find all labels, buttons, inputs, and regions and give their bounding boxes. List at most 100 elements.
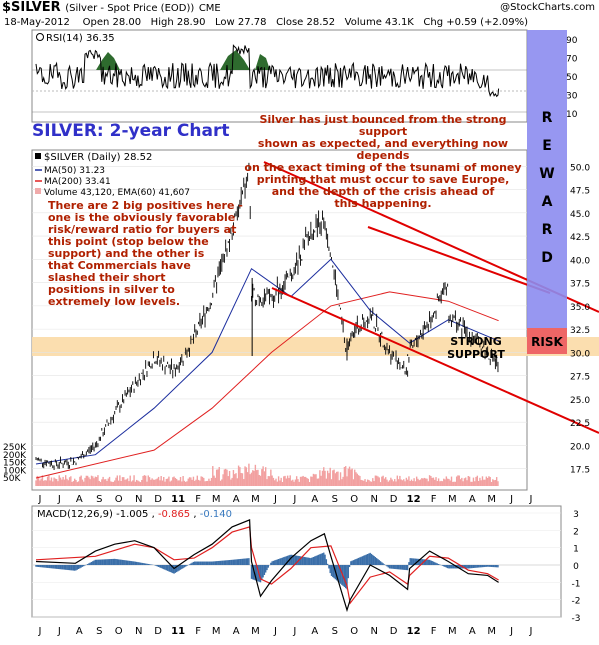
month-tick: J <box>57 494 61 505</box>
macd-tick: -3 <box>572 614 581 624</box>
quote-low: Low 27.78 <box>215 17 267 28</box>
month-tick: F <box>431 626 437 637</box>
rsi-legend: RSI(14) 36.35 <box>46 33 115 44</box>
risk-box <box>527 328 567 354</box>
month-tick: A <box>76 494 83 505</box>
macd-legend-sep2: , <box>152 509 158 520</box>
month-tick: F <box>431 494 437 505</box>
chart-title: SILVER: 2-year Chart <box>32 121 230 141</box>
price-tick: 30.0 <box>570 349 590 359</box>
exchange: CME <box>198 3 221 14</box>
month-tick: D <box>390 494 398 505</box>
legend-ma50: MA(50) 31.23 <box>44 166 105 176</box>
macd-tick: 3 <box>573 510 579 520</box>
month-tick: O <box>350 626 358 637</box>
support-band <box>32 337 599 356</box>
month-tick: J <box>273 494 277 505</box>
month-tick: J <box>292 494 296 505</box>
quote-open: Open 28.00 <box>82 17 142 28</box>
macd-legend-signal: -0.865 <box>158 509 190 520</box>
annotation-left-line: support) and the other is <box>48 247 205 260</box>
month-tick: A <box>76 626 83 637</box>
reward-letter: W <box>539 166 554 182</box>
macd-line <box>35 519 499 613</box>
month-tick: S <box>96 626 102 637</box>
price-tick: 27.5 <box>570 373 590 383</box>
legend-price: $SILVER (Daily) 28.52 <box>44 152 152 163</box>
reward-letter: E <box>542 138 552 154</box>
source-credit: @StockCharts.com <box>500 2 595 13</box>
rsi-tick: 90 <box>566 36 578 46</box>
annotation-right: Silver has just bounced from the strong … <box>238 114 528 210</box>
risk-label: RISK <box>531 335 563 349</box>
annotation-left-line: one is the obviously favorable <box>48 211 236 224</box>
volume-tick: 100K <box>3 466 27 476</box>
macd-tick: 0 <box>573 562 579 572</box>
month-tick: D <box>390 626 398 637</box>
month-tick: M <box>448 626 457 637</box>
price-legend-swatch <box>35 153 41 159</box>
price-tick: 45.0 <box>570 210 590 220</box>
legend-volume: Volume 43,120, EMA(60) 41,607 <box>44 188 190 198</box>
month-tick: M <box>448 494 457 505</box>
month-tick: O <box>115 494 123 505</box>
month-tick: J <box>529 494 533 505</box>
symbol-name: (Silver - Spot Price (EOD)) <box>65 3 195 14</box>
month-tick: J <box>38 494 42 505</box>
month-tick: N <box>370 494 377 505</box>
reward-letter: R <box>542 110 553 126</box>
month-tick: A <box>233 626 240 637</box>
legend-ma200: MA(200) 33.41 <box>44 177 111 187</box>
support-label-1: STRONG <box>450 335 501 348</box>
support-label-2: SUPPORT <box>447 348 505 361</box>
macd-tick: -2 <box>572 597 581 607</box>
rsi-line <box>35 44 500 98</box>
month-tick: J <box>509 494 513 505</box>
price-tick: 20.0 <box>570 442 590 452</box>
month-tick: A <box>233 494 240 505</box>
rsi-tick: 30 <box>566 91 578 101</box>
month-tick: A <box>469 494 476 505</box>
chart-header: $SILVER (Silver - Spot Price (EOD)) CME <box>2 0 221 15</box>
month-tick: F <box>195 494 201 505</box>
annotation-right-line: Silver has just bounced from the strong … <box>259 113 507 138</box>
annotation-right-line: this happening. <box>334 197 432 210</box>
macd-panel: 3 2 1 0 -1 -2 -3 MACD(12,26,9) -1.005 , -0.865… <box>31 505 581 624</box>
month-tick: 11 <box>171 494 185 505</box>
price-tick: 32.5 <box>570 326 590 336</box>
macd-tick: 2 <box>573 527 579 537</box>
rsi-tick: 10 <box>566 110 578 120</box>
annotation-left-line: extremely low levels. <box>48 295 181 308</box>
month-tick: O <box>350 494 358 505</box>
macd-legend-prefix: MACD(12,26,9) <box>37 509 113 520</box>
month-tick: D <box>154 626 162 637</box>
annotation-left-line: positions in silver to <box>48 283 175 296</box>
month-tick: M <box>251 626 260 637</box>
month-tick: 11 <box>171 626 185 637</box>
macd-tick: -1 <box>572 579 581 589</box>
month-tick: J <box>273 626 277 637</box>
month-tick: J <box>38 626 42 637</box>
month-tick: F <box>195 626 201 637</box>
quote-line: 18-May-2012 Open 28.00 High 28.90 Low 27… <box>4 17 528 28</box>
month-tick: M <box>251 494 260 505</box>
price-tick: 25.0 <box>570 396 590 406</box>
reward-letter: A <box>542 194 553 210</box>
month-tick: M <box>487 494 496 505</box>
macd-tick: 1 <box>573 545 579 555</box>
month-tick: J <box>529 626 533 637</box>
reward-letter: R <box>542 222 553 238</box>
volume-tick: 50K <box>3 474 21 484</box>
volume-tick: 250K <box>3 443 27 453</box>
annotation-right-line: on the exact timing of the tsunami of mo… <box>244 161 522 174</box>
annotation-left: There are 2 big positives here - one is t… <box>48 200 268 308</box>
quote-high: High 28.90 <box>150 17 206 28</box>
month-tick: N <box>135 494 142 505</box>
month-tick: A <box>311 494 318 505</box>
price-tick: 40.0 <box>570 256 590 266</box>
annotation-left-line: risk/reward ratio for buyers at <box>48 223 237 236</box>
volume-tick: 150K <box>3 459 27 469</box>
symbol: $SILVER <box>2 0 61 15</box>
price-tick: 35.0 <box>570 303 590 313</box>
